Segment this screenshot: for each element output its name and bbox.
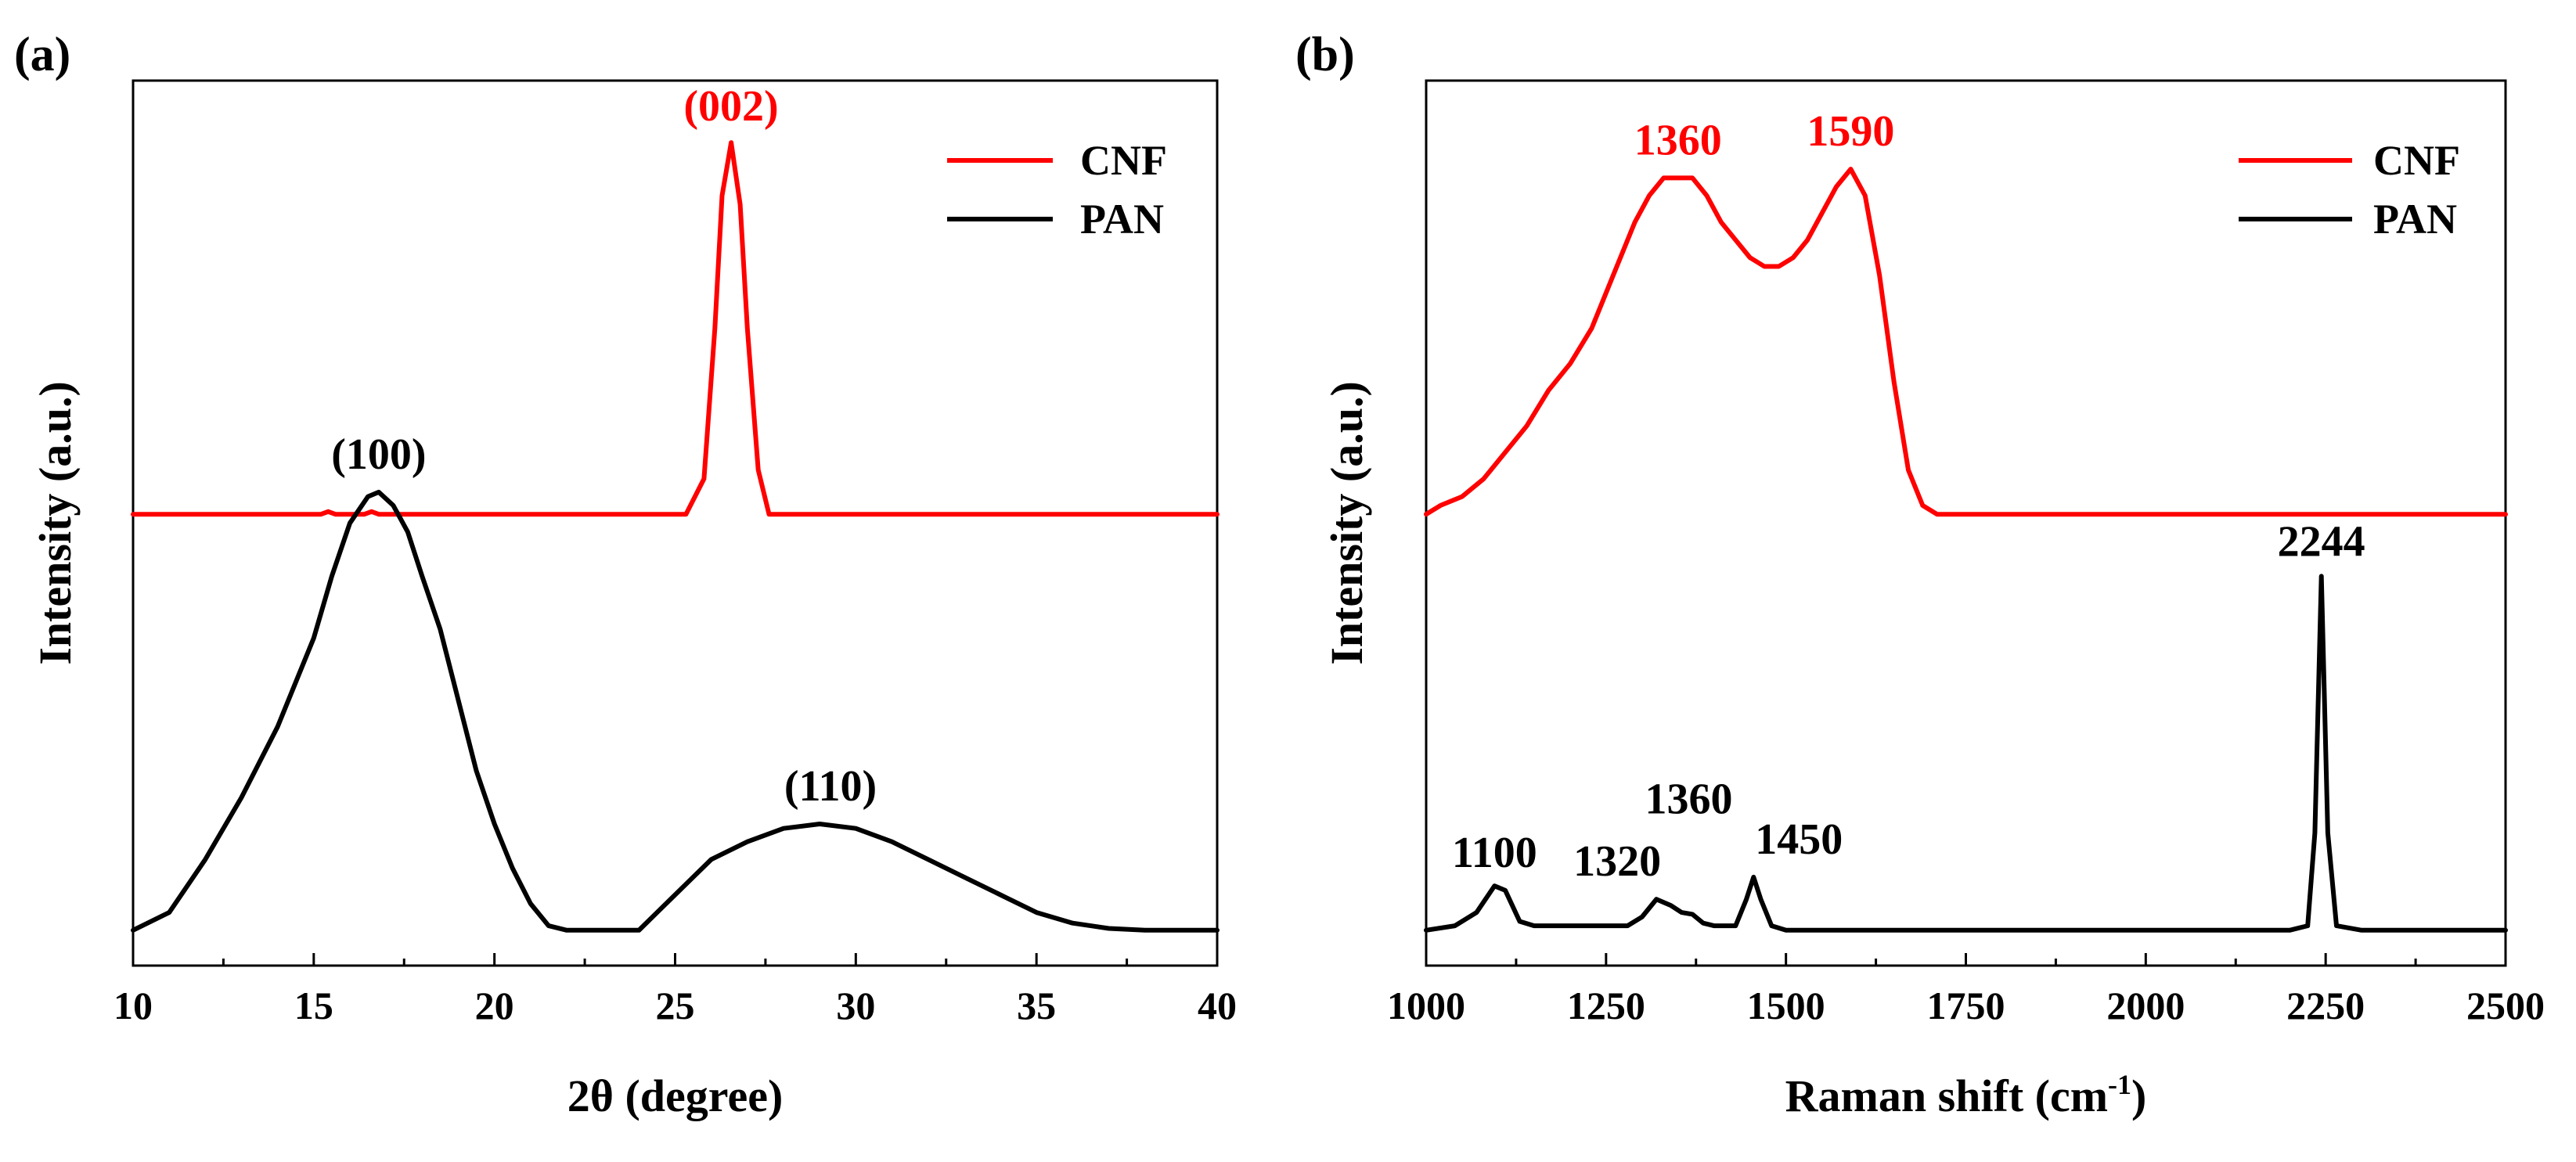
series-line-cnf [131, 140, 1220, 517]
peak-annotation: 2244 [2278, 517, 2365, 566]
chart-panel-a: 10 15 20 25 30 35 40 2θ (degree) Intensity (a.u.… [14, 28, 1237, 1121]
legend-label-pan: PAN [1080, 196, 1164, 243]
x-tick-label: 30 [836, 984, 875, 1027]
x-tick-label: 40 [1198, 984, 1237, 1027]
x-tick-label: 25 [656, 984, 695, 1027]
peak-annotation: 1590 [1807, 107, 1894, 156]
panel-label: (b) [1295, 28, 1355, 81]
x-tick-label: 2250 [2286, 984, 2365, 1027]
panel-label: (a) [14, 28, 70, 81]
peak-annotation: 1360 [1645, 775, 1733, 824]
x-axis-label: Raman shift (cm-1) [1785, 1069, 2147, 1121]
peak-annotation: 1360 [1634, 116, 1722, 164]
series-line-pan [131, 489, 1220, 933]
legend-label-pan: PAN [2373, 196, 2457, 243]
plot-frame [132, 79, 1219, 967]
x-tick-label: 15 [294, 984, 333, 1027]
peak-annotation: (100) [331, 430, 426, 479]
peak-annotation: 1320 [1573, 837, 1661, 886]
x-tick-label: 35 [1017, 984, 1056, 1027]
x-tick-label: 2500 [2466, 984, 2545, 1027]
legend-label-cnf: CNF [1080, 137, 1167, 184]
x-tick-label: 1500 [1747, 984, 1825, 1027]
peak-annotation: 1100 [1452, 829, 1537, 877]
peak-annotation: 1450 [1755, 815, 1843, 864]
legend-label-cnf: CNF [2373, 137, 2460, 184]
peak-annotation: (002) [683, 82, 778, 131]
series-line-pan [1424, 574, 2508, 933]
series-line-cnf [1424, 167, 2508, 517]
x-tick-label: 1000 [1387, 984, 1465, 1027]
x-tick-label: 1250 [1567, 984, 1645, 1027]
y-axis-label: Intensity (a.u.) [1321, 381, 1372, 665]
y-axis-label: Intensity (a.u.) [30, 381, 81, 665]
chart-panel-b: 1000 1250 1500 1750 2000 2250 2500 Raman shift … [1295, 28, 2545, 1121]
x-tick-label: 2000 [2106, 984, 2185, 1027]
x-tick-label: 10 [113, 984, 153, 1027]
peak-annotation: (110) [784, 762, 877, 811]
x-tick-label: 1750 [1927, 984, 2005, 1027]
x-axis-label: 2θ (degree) [567, 1070, 784, 1121]
x-tick-label: 20 [475, 984, 514, 1027]
